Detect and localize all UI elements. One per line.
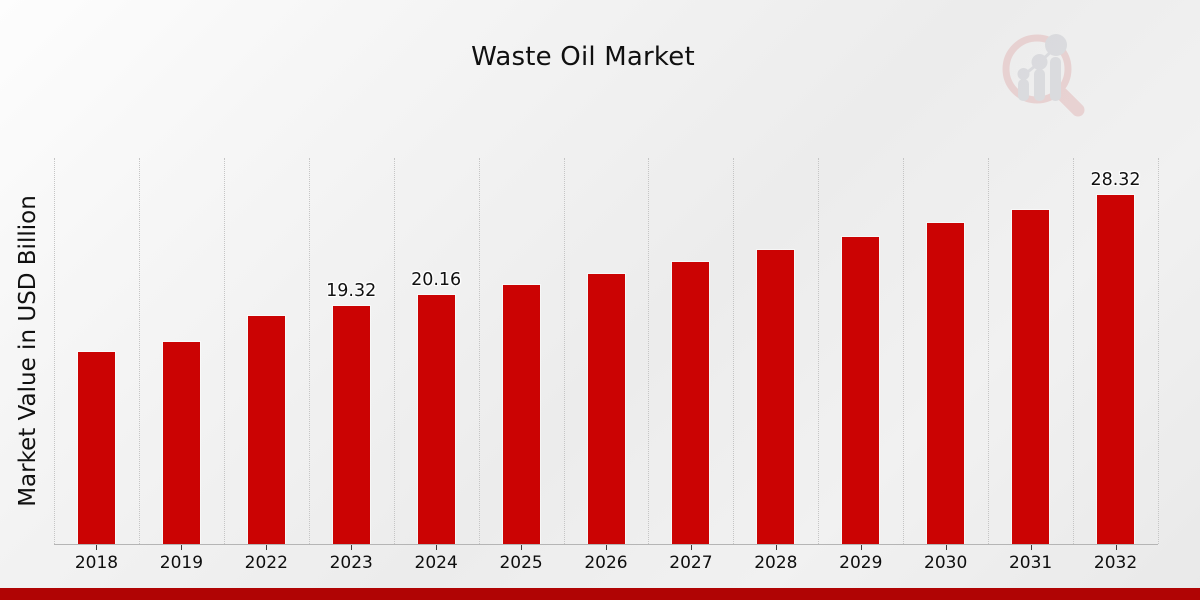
- x-tick-label-2018: 2018: [74, 553, 119, 573]
- gridline: [138, 158, 140, 544]
- bar-2027: [672, 261, 710, 544]
- x-axis-tick: [351, 544, 353, 550]
- bar-2023: [332, 305, 370, 544]
- bar-2025: [502, 284, 540, 544]
- x-axis-tick: [436, 544, 438, 550]
- x-axis-tick: [96, 544, 98, 550]
- bar-trend-icon: [1017, 34, 1067, 101]
- gridline: [648, 158, 650, 544]
- x-tick-label-2026: 2026: [584, 553, 628, 573]
- gridline: [818, 158, 820, 544]
- x-axis-tick: [775, 544, 777, 550]
- x-tick-label-2023: 2023: [329, 553, 373, 573]
- bar-2032: [1097, 194, 1135, 544]
- x-tick-label-2029: 2029: [839, 553, 883, 573]
- x-tick-label-2019: 2019: [159, 553, 204, 573]
- bar-2022: [247, 315, 285, 544]
- x-tick-label-2022: 2022: [244, 553, 288, 573]
- gridline: [393, 158, 395, 544]
- market-research-future-logo: [1002, 34, 1085, 117]
- gridline: [308, 158, 310, 544]
- bar-2019: [162, 342, 200, 544]
- gridline: [54, 158, 55, 544]
- x-tick-label-2032: 2032: [1093, 553, 1138, 573]
- data-label-2024: 20.16: [411, 270, 462, 291]
- x-tick-label-2028: 2028: [754, 553, 798, 573]
- x-axis-tick: [945, 544, 947, 550]
- gridline: [563, 158, 565, 544]
- chart-title: Waste Oil Market: [471, 42, 695, 72]
- x-tick-label-2030: 2030: [924, 553, 968, 573]
- bar-2026: [587, 273, 625, 544]
- bar-2028: [757, 249, 795, 544]
- x-axis-tick: [1115, 544, 1117, 550]
- bar-2031: [1012, 209, 1050, 544]
- x-axis-tick: [1030, 544, 1032, 550]
- x-tick-label-2025: 2025: [499, 553, 543, 573]
- x-axis-tick: [606, 544, 607, 550]
- x-axis-line: [54, 544, 1158, 545]
- bar-2029: [842, 236, 880, 544]
- x-tick-label-2027: 2027: [669, 553, 713, 573]
- bottom-accent-bar: [0, 588, 1200, 600]
- x-axis-tick: [860, 544, 862, 550]
- gridline: [1158, 158, 1159, 544]
- gridline: [903, 158, 905, 544]
- x-tick-label-2024: 2024: [414, 553, 458, 573]
- x-axis-tick: [266, 544, 268, 550]
- x-axis-tick: [521, 544, 523, 550]
- gridline: [478, 158, 480, 544]
- bar-2018: [77, 351, 115, 544]
- gridline: [1073, 158, 1075, 544]
- bar-2030: [927, 223, 965, 544]
- gridline: [223, 158, 225, 544]
- gridline: [733, 158, 735, 544]
- bar-2024: [417, 295, 455, 544]
- x-axis-tick: [181, 544, 183, 550]
- data-label-2032: 28.32: [1090, 169, 1141, 190]
- x-tick-label-2031: 2031: [1008, 553, 1053, 573]
- gridline: [988, 158, 990, 544]
- x-axis-tick: [690, 544, 692, 550]
- data-label-2023: 19.32: [326, 280, 377, 301]
